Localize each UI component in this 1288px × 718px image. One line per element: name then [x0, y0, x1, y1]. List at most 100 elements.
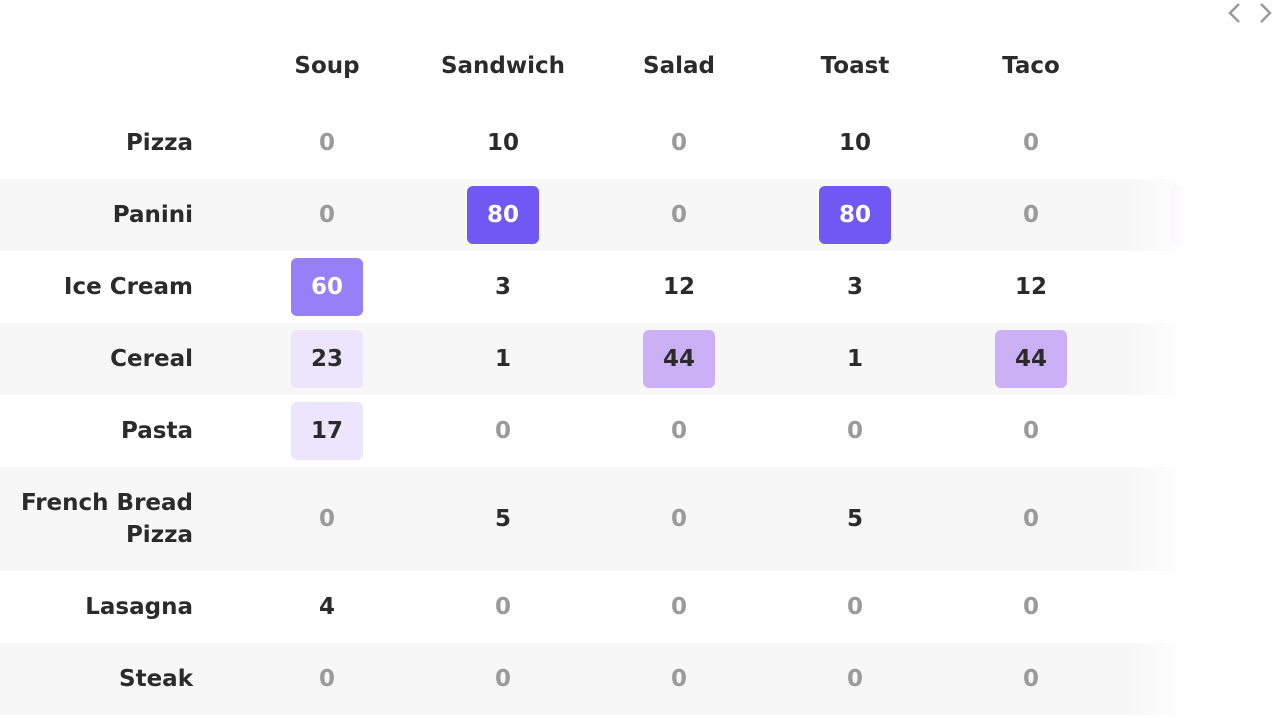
- cell: 1: [415, 330, 591, 388]
- cell: 0: [591, 186, 767, 244]
- value-cell: 0: [670, 130, 687, 156]
- value-cell: 0: [318, 506, 335, 532]
- table-row: Lasagna 4 0 0 0 0: [0, 571, 1196, 643]
- value-cell: 0: [846, 666, 863, 692]
- cell: 10: [415, 114, 591, 172]
- value-cell: 44: [995, 330, 1067, 388]
- cell: 0: [943, 578, 1119, 636]
- table-row: Cereal 23 1 44 1 44: [0, 323, 1196, 395]
- header-row: Soup Sandwich Salad Toast Taco Ca: [0, 0, 1196, 107]
- row-label: Pasta: [121, 418, 193, 444]
- value-cell: 3: [494, 274, 511, 300]
- row-label: Panini: [112, 202, 193, 228]
- value-cell: 0: [1022, 506, 1039, 532]
- value-cell: 5: [494, 506, 511, 532]
- column-header: Sandwich: [440, 53, 566, 79]
- value-cell: 4: [318, 594, 335, 620]
- cell: 17: [239, 402, 415, 460]
- cell: 10: [767, 114, 943, 172]
- row-label: Pizza: [125, 130, 193, 156]
- value-cell: 44: [643, 330, 715, 388]
- value-cell: 0: [846, 594, 863, 620]
- cell: 0: [767, 402, 943, 460]
- value-cell: 0: [670, 594, 687, 620]
- table-row: Pizza 0 10 0 10 0: [0, 107, 1196, 179]
- value-cell: 0: [1022, 202, 1039, 228]
- heatmap-table: SoupSandwichSaladToastTacoCaPizza0100100…: [0, 0, 1196, 715]
- value-cell: 0: [1022, 666, 1039, 692]
- cell: 5: [767, 490, 943, 548]
- value-cell: 5: [846, 506, 863, 532]
- value-cell: 0: [318, 666, 335, 692]
- value-cell: 12: [1014, 274, 1047, 300]
- row-label: Steak: [119, 666, 193, 692]
- value-cell: 0: [670, 418, 687, 444]
- row-label: French Bread Pizza: [20, 490, 193, 548]
- value-cell: 1: [494, 346, 511, 372]
- column-header: Ca: [1119, 0, 1196, 79]
- value-cell: 0: [318, 130, 335, 156]
- value-cell: 0: [670, 506, 687, 532]
- prev-arrow[interactable]: [1228, 3, 1240, 23]
- column-header: Soup: [294, 53, 360, 79]
- cell: 0: [943, 186, 1119, 244]
- cell: 0: [415, 402, 591, 460]
- cell: 0: [239, 490, 415, 548]
- value-cell: 0: [670, 202, 687, 228]
- cell: 3: [767, 258, 943, 316]
- row-label: Cereal: [110, 346, 193, 372]
- value-cell: 0: [494, 594, 511, 620]
- value-cell: 0: [670, 666, 687, 692]
- cell: 0: [415, 578, 591, 636]
- cell: 0: [943, 650, 1119, 708]
- cell: 0: [591, 650, 767, 708]
- value-cell: 0: [846, 418, 863, 444]
- value-cell: 10: [486, 130, 519, 156]
- cell: 0: [943, 114, 1119, 172]
- value-cell: 23: [291, 330, 363, 388]
- cell: 12: [943, 258, 1119, 316]
- cell: 12: [591, 258, 767, 316]
- value-cell: 12: [662, 274, 695, 300]
- table-row: Ice Cream 60 3 12 3 12: [0, 251, 1196, 323]
- column-header: Salad: [643, 53, 715, 79]
- nav-arrows: [1228, 3, 1272, 23]
- value-cell: 80: [819, 186, 891, 244]
- clipped-cell: [1119, 186, 1196, 244]
- value-cell: 0: [318, 202, 335, 228]
- value-cell: 1: [846, 346, 863, 372]
- table-row: Steak 0 0 0 0 0: [0, 643, 1196, 715]
- table-row: Pasta 17 0 0 0 0: [0, 395, 1196, 467]
- value-cell: 17: [291, 402, 363, 460]
- cell: 0: [767, 650, 943, 708]
- cell: 44: [591, 330, 767, 388]
- cell: 0: [767, 578, 943, 636]
- clipped-box: [1171, 186, 1196, 244]
- value-cell: 0: [494, 666, 511, 692]
- cell: 0: [239, 186, 415, 244]
- cell: 0: [591, 402, 767, 460]
- value-cell: 10: [838, 130, 871, 156]
- column-header: Taco: [1002, 53, 1060, 79]
- cell: 0: [239, 114, 415, 172]
- cell: 44: [943, 330, 1119, 388]
- value-cell: 0: [1022, 130, 1039, 156]
- cell: 0: [415, 650, 591, 708]
- cell: 23: [239, 330, 415, 388]
- row-label: Lasagna: [85, 594, 193, 620]
- column-header: Toast: [820, 53, 890, 79]
- cell: 0: [591, 114, 767, 172]
- cell: 0: [943, 490, 1119, 548]
- cell: 0: [239, 650, 415, 708]
- cell: 80: [767, 186, 943, 244]
- value-cell: 80: [467, 186, 539, 244]
- cell: 3: [415, 258, 591, 316]
- cell: 5: [415, 490, 591, 548]
- cell: 80: [415, 186, 591, 244]
- value-cell: 0: [494, 418, 511, 444]
- value-cell: 60: [291, 258, 363, 316]
- cell: 0: [591, 578, 767, 636]
- value-cell: 3: [846, 274, 863, 300]
- next-arrow[interactable]: [1260, 3, 1272, 23]
